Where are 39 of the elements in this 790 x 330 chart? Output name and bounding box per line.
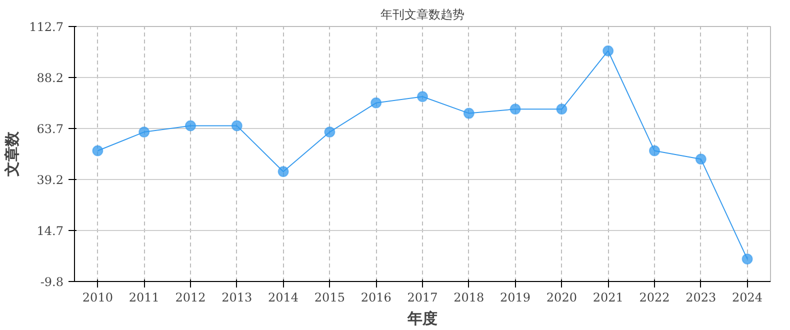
x-tick-label: 2012 [175, 290, 206, 304]
point [510, 104, 521, 115]
x-tick-label: 2016 [360, 290, 392, 304]
x-tick-label: 2014 [268, 290, 299, 304]
point [92, 145, 104, 156]
x-tick-label: 2018 [454, 290, 484, 304]
point [602, 45, 614, 56]
point [370, 97, 382, 108]
point [324, 126, 336, 138]
y-axis-title: 文章数 [3, 130, 22, 178]
x-tick-label: 2022 [639, 290, 670, 304]
x-tick-label: 2010 [82, 290, 113, 304]
x-tick-label: 2021 [592, 290, 624, 304]
point [556, 104, 568, 115]
x-tick-label: 2011 [128, 290, 160, 304]
point [138, 126, 150, 138]
x-tick-label: 2019 [500, 290, 531, 304]
y-tick-label: 63.7 [36, 122, 64, 136]
x-tick-label: 2013 [222, 290, 252, 304]
y-tick-label: 112.7 [29, 20, 64, 34]
y-tick-label: 14.7 [36, 224, 64, 238]
point [695, 154, 706, 165]
point [231, 120, 242, 132]
point [185, 120, 196, 132]
x-tick-label: 2023 [686, 290, 716, 304]
y-tick-label: 88.2 [36, 71, 64, 85]
x-tick-label: 2024 [732, 290, 763, 304]
chart-title: 年刊文章数趋势 [380, 8, 464, 22]
point [742, 254, 753, 265]
y-tick-label: 39.2 [36, 173, 64, 187]
point [278, 166, 289, 178]
point [463, 108, 474, 119]
x-axis-title: 年度 [406, 310, 438, 328]
x-tick-label: 2020 [546, 290, 577, 304]
y-tick-label: -9.8 [40, 275, 64, 289]
point [649, 145, 660, 156]
point [417, 91, 428, 102]
x-tick-label: 2017 [407, 290, 438, 304]
x-tick-label: 2015 [314, 290, 345, 304]
